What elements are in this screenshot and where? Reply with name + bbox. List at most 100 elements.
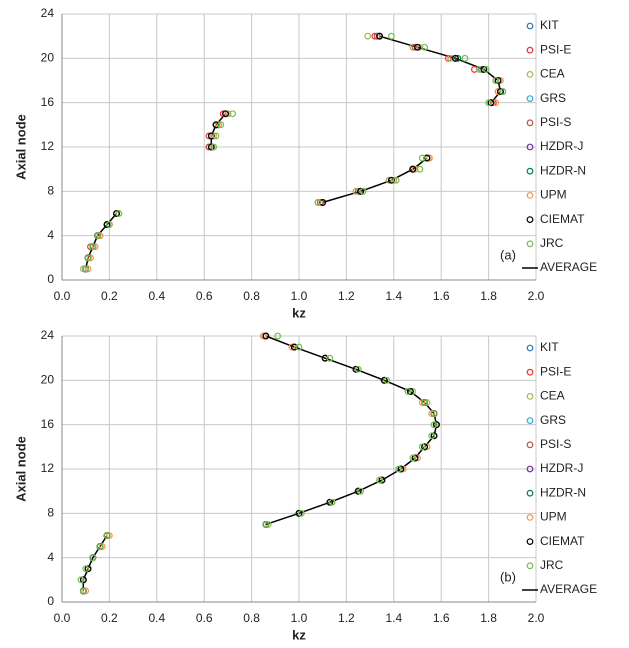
data-point [452,54,459,62]
data-point [316,199,324,206]
y-tick-label: 0 [47,272,54,286]
legend-marker [526,119,534,127]
average-line [84,35,502,270]
legend-label: PSI-S [540,437,571,451]
x-tick-label: 1.4 [385,611,402,625]
x-tick-label: 0.8 [243,611,260,625]
data-point [409,388,417,395]
data-point [113,210,120,217]
legend-marker [526,538,534,545]
data-point [494,88,502,95]
y-tick-label: 12 [41,139,55,153]
data-point [290,343,298,351]
data-point [354,187,362,195]
x-tick-label: 1.2 [338,611,355,625]
data-point [423,443,431,451]
data-point [210,132,218,140]
legend-marker [526,393,534,400]
data-point [295,509,303,517]
data-point [215,121,222,129]
legend-marker [526,465,534,473]
data-point [461,54,469,62]
data-point [212,132,220,140]
data-point [357,187,365,195]
legend-marker [526,441,534,449]
panel: 0 4 8 12 16 20 24 0.0 0.2 0.4 0.6 0.8 1.0 1.2 1.4 1.6 1.… [13,6,597,320]
legend-label: HZDR-N [540,163,586,177]
data-point [319,199,327,206]
data-point [87,243,94,251]
legend-label: PSI-E [540,364,571,378]
x-tick-label: 1.6 [433,611,450,625]
data-point [428,432,436,440]
data-point [84,565,92,573]
data-point [314,199,322,206]
legend-marker [526,191,534,199]
data-point [98,543,106,550]
x-tick-label: 0.0 [54,289,71,303]
data-point [411,43,419,51]
data-point [357,487,365,495]
data-point [423,399,431,406]
data-point [411,454,419,462]
y-tick-label: 16 [41,417,55,431]
data-point [494,77,502,84]
data-point [115,210,123,217]
legend-label: HZDR-N [540,485,586,499]
data-point [210,143,218,151]
data-point [492,77,500,84]
legend-label: CEA [540,389,565,403]
x-tick-label: 1.0 [291,611,308,625]
y-tick-label: 24 [41,328,55,342]
x-tick-label: 0.2 [101,611,118,625]
data-point [205,132,213,140]
data-point [497,88,504,95]
data-point [421,399,429,406]
data-point [264,521,272,528]
legend-label: AVERAGE [540,582,597,596]
legend-label: JRC [540,236,564,250]
x-tick-label: 1.8 [480,289,497,303]
data-point [423,154,431,162]
data-point [478,66,485,73]
y-tick-label: 16 [41,95,55,109]
y-tick-label: 4 [47,228,54,242]
data-point [364,32,372,40]
data-point [89,243,97,251]
data-point [207,132,215,140]
legend-label: KIT [540,18,559,32]
data-point [96,232,104,240]
data-point [399,465,407,473]
data-point [376,476,383,484]
y-tick-label: 12 [41,461,55,475]
data-point [397,465,405,473]
data-point [499,88,507,95]
legend-marker [526,46,534,54]
data-point [354,487,362,495]
data-point [383,376,391,384]
data-point [94,232,101,240]
data-point [207,143,215,151]
y-tick-label: 8 [47,506,54,520]
legend-marker [526,216,534,224]
data-point [82,565,90,573]
data-point [321,354,329,362]
x-tick-label: 1.6 [433,289,450,303]
x-tick-label: 1.2 [338,289,355,303]
data-point [409,454,417,462]
data-point [79,265,87,273]
data-point [352,365,360,373]
data-point [388,32,395,40]
data-point [416,43,424,51]
legend-label: GRS [540,413,566,427]
y-tick-label: 8 [47,184,54,198]
data-point [87,254,94,262]
legend-marker [526,22,534,30]
data-point [297,509,305,517]
data-point [84,265,92,273]
data-point [425,154,433,162]
data-point [326,498,334,506]
legend-marker [526,368,534,376]
x-tick-label: 0.4 [148,289,165,303]
legend-label: GRS [540,91,566,105]
